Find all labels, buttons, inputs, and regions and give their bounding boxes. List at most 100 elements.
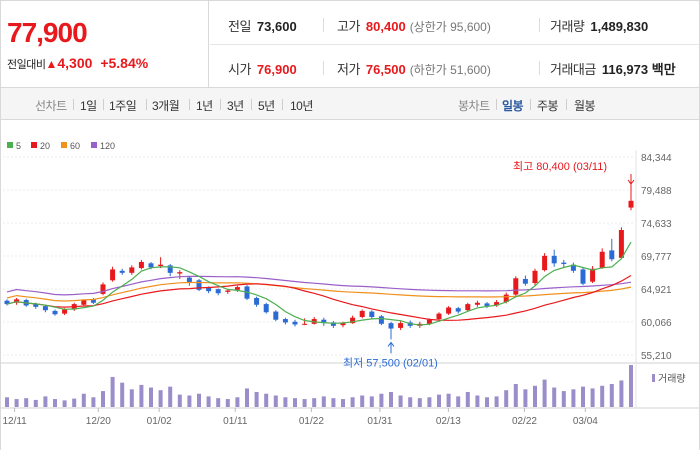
candle-body bbox=[388, 323, 394, 329]
stat-open: 시가 76,900 bbox=[228, 59, 297, 78]
legend-swatch bbox=[61, 142, 67, 148]
y-tick-label: 69,777 bbox=[641, 252, 672, 263]
volume-bar bbox=[456, 396, 461, 407]
stock-chart: 84,344 79,488 74,633 69,777 64,921 60,066 55,2… bbox=[0, 120, 700, 450]
change-amount: 4,300 bbox=[57, 55, 93, 71]
candle-monthly-button[interactable]: 월봉 bbox=[574, 99, 596, 113]
candle-weekly-button[interactable]: 주봉 bbox=[537, 99, 559, 113]
candle-body bbox=[542, 255, 548, 271]
volume-bar bbox=[417, 398, 422, 407]
candle-body bbox=[378, 316, 384, 324]
volume-bar bbox=[72, 398, 77, 407]
candle-body bbox=[234, 287, 240, 290]
legend-label: 20 bbox=[40, 141, 50, 151]
candle-body bbox=[81, 300, 87, 305]
price-change-row: 전일대비▲4,300 +5.84% bbox=[7, 55, 148, 72]
candle-body bbox=[186, 277, 192, 283]
period-10y-button[interactable]: 10년 bbox=[290, 99, 313, 113]
candle-body bbox=[4, 300, 10, 305]
low-arrow-icon bbox=[387, 341, 395, 347]
y-tick-label: 60,066 bbox=[641, 318, 672, 329]
period-5y-button[interactable]: 5년 bbox=[258, 99, 275, 113]
volume-bar bbox=[312, 398, 317, 407]
candle-body bbox=[494, 302, 500, 306]
volume-bar bbox=[331, 398, 336, 407]
current-price: 77,900 bbox=[7, 17, 88, 48]
y-tick-label: 84,344 bbox=[641, 153, 672, 164]
stat-prev-close: 전일 73,600 bbox=[228, 16, 297, 35]
volume-bar bbox=[293, 398, 297, 407]
ma5-line bbox=[6, 241, 632, 326]
volume-bar bbox=[273, 395, 278, 407]
volume-bar bbox=[571, 389, 576, 407]
period-1y-button[interactable]: 1년 bbox=[196, 99, 213, 113]
line-chart-label: 선차트 bbox=[35, 99, 67, 113]
candle-body bbox=[455, 308, 461, 312]
stat-label: 전일 bbox=[228, 19, 251, 34]
volume-bar bbox=[62, 400, 67, 407]
legend-swatch bbox=[91, 142, 97, 148]
volume-bar bbox=[379, 393, 384, 407]
stat-label: 저가 bbox=[337, 62, 360, 77]
candle-body bbox=[446, 307, 452, 314]
candle-body bbox=[110, 269, 116, 281]
candle-body bbox=[484, 303, 490, 307]
volume-bar bbox=[149, 387, 153, 407]
volume-bar bbox=[427, 397, 432, 407]
candle-body bbox=[522, 278, 528, 284]
stat-high: 고가 80,400 (상한가 95,600) bbox=[337, 16, 491, 35]
volume-bar bbox=[302, 399, 307, 407]
volume-legend-label: 거래량 bbox=[658, 373, 686, 385]
volume-bar bbox=[81, 393, 86, 407]
volume-bar bbox=[513, 384, 518, 407]
volume-bar bbox=[437, 394, 441, 407]
volume-bar bbox=[101, 391, 105, 407]
volume-bar bbox=[590, 388, 595, 407]
candle-body bbox=[292, 321, 298, 325]
period-1w-button[interactable]: 1주일 bbox=[109, 99, 137, 113]
stat-value: 76,900 bbox=[256, 62, 297, 77]
volume-bar bbox=[408, 397, 413, 407]
candle-body bbox=[282, 319, 288, 323]
candle-body bbox=[14, 299, 20, 303]
period-3m-button[interactable]: 3개월 bbox=[152, 99, 180, 113]
candle-body bbox=[148, 263, 154, 268]
stat-value: 1,489,830 bbox=[590, 19, 649, 34]
volume-bar bbox=[53, 399, 57, 407]
ma120-line bbox=[6, 275, 632, 296]
volume-bar bbox=[321, 396, 326, 407]
candle-body bbox=[273, 311, 279, 320]
volume-bar bbox=[350, 397, 355, 407]
volume-bar bbox=[561, 391, 566, 407]
stat-label: 거래대금 bbox=[550, 62, 596, 77]
volume-bar bbox=[91, 397, 96, 407]
candle-body bbox=[206, 287, 212, 292]
y-tick-label: 64,921 bbox=[641, 285, 672, 296]
volume-bar bbox=[523, 389, 528, 407]
candle-body bbox=[570, 264, 576, 271]
x-tick-label: 01/22 bbox=[299, 416, 324, 427]
candle-body bbox=[52, 310, 58, 315]
candle-body bbox=[167, 265, 173, 273]
legend-label: 120 bbox=[100, 141, 115, 151]
period-1d-button[interactable]: 1일 bbox=[80, 99, 97, 113]
candle-daily-button[interactable]: 일봉 bbox=[502, 99, 524, 113]
volume-bar bbox=[398, 395, 403, 407]
period-3y-button[interactable]: 3년 bbox=[227, 99, 244, 113]
candle-body bbox=[618, 230, 624, 258]
volume-bar bbox=[446, 393, 451, 407]
volume-bar bbox=[158, 390, 163, 407]
candle-body bbox=[129, 267, 135, 273]
candle-body bbox=[513, 278, 519, 295]
stat-sub: (상한가 95,600) bbox=[409, 20, 491, 34]
candle-body bbox=[302, 323, 308, 325]
x-tick-label: 01/02 bbox=[147, 416, 172, 427]
x-tick-label: 02/13 bbox=[436, 416, 461, 427]
legend-swatch bbox=[7, 142, 13, 148]
volume-bar bbox=[629, 365, 633, 407]
candle-body bbox=[340, 323, 346, 326]
x-tick-label: 12/20 bbox=[86, 416, 111, 427]
volume-bar bbox=[206, 396, 211, 407]
volume-bar bbox=[533, 385, 537, 407]
volume-bar bbox=[542, 379, 547, 407]
